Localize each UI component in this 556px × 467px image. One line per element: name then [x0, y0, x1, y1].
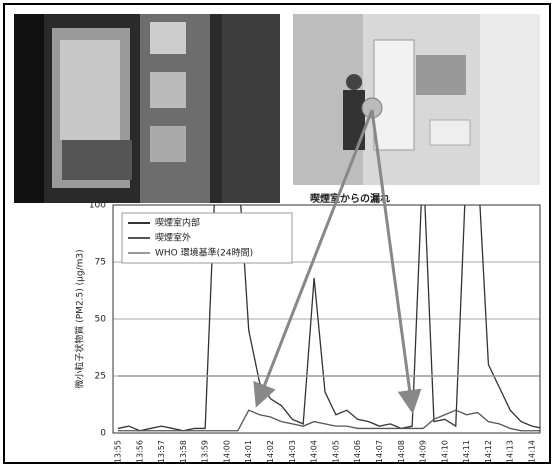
x-tick-label: 14:05 — [331, 440, 340, 463]
x-tick-label: 14:07 — [375, 440, 384, 463]
x-tick-label: 14:09 — [419, 440, 428, 463]
y-axis-label: 微小粒子状物質 (PM2.5) (μg/m3) — [74, 249, 86, 388]
y-tick-label: 50 — [95, 315, 107, 325]
chart-title: 喫煙室からの漏れ — [310, 192, 390, 205]
x-tick-label: 14:04 — [310, 440, 319, 463]
photo-right — [293, 14, 540, 185]
x-tick-label: 14:03 — [288, 440, 297, 463]
series-group — [117, 205, 540, 432]
plot-frame — [112, 204, 541, 434]
x-tick-label: 13:56 — [135, 440, 144, 463]
x-tick-label: 14:13 — [506, 440, 515, 463]
x-tick-label: 14:11 — [462, 440, 471, 463]
x-tick-label: 14:02 — [266, 440, 275, 463]
x-tick-label: 14:00 — [222, 440, 231, 463]
legend — [121, 212, 293, 264]
x-tick-label: 14:01 — [244, 440, 253, 463]
legend-label: 喫煙室内部 — [155, 217, 200, 229]
photo-left — [14, 14, 280, 203]
y-tick-label: 75 — [95, 258, 106, 268]
arrow — [370, 109, 422, 414]
x-tick-label: 13:59 — [201, 440, 210, 463]
legend-label: WHO 環境基準(24時間) — [155, 247, 253, 259]
x-tick-label: 14:08 — [397, 440, 406, 463]
x-tick-label: 14:14 — [528, 440, 537, 463]
x-tick-label: 14:06 — [353, 440, 362, 463]
y-tick-label: 100 — [89, 201, 106, 211]
y-tick-label: 0 — [100, 429, 106, 439]
x-tick-label: 13:58 — [179, 440, 188, 463]
x-tick-label: 14:10 — [440, 440, 449, 463]
y-tick-label: 25 — [95, 372, 106, 382]
legend-label: 喫煙室外 — [155, 232, 191, 244]
x-tick-label: 13:57 — [157, 440, 166, 463]
series-line — [118, 409, 540, 432]
x-tick-label: 14:12 — [484, 440, 493, 463]
x-tick-label: 13:55 — [114, 440, 123, 463]
arrow — [253, 109, 374, 408]
series-line — [117, 205, 540, 432]
